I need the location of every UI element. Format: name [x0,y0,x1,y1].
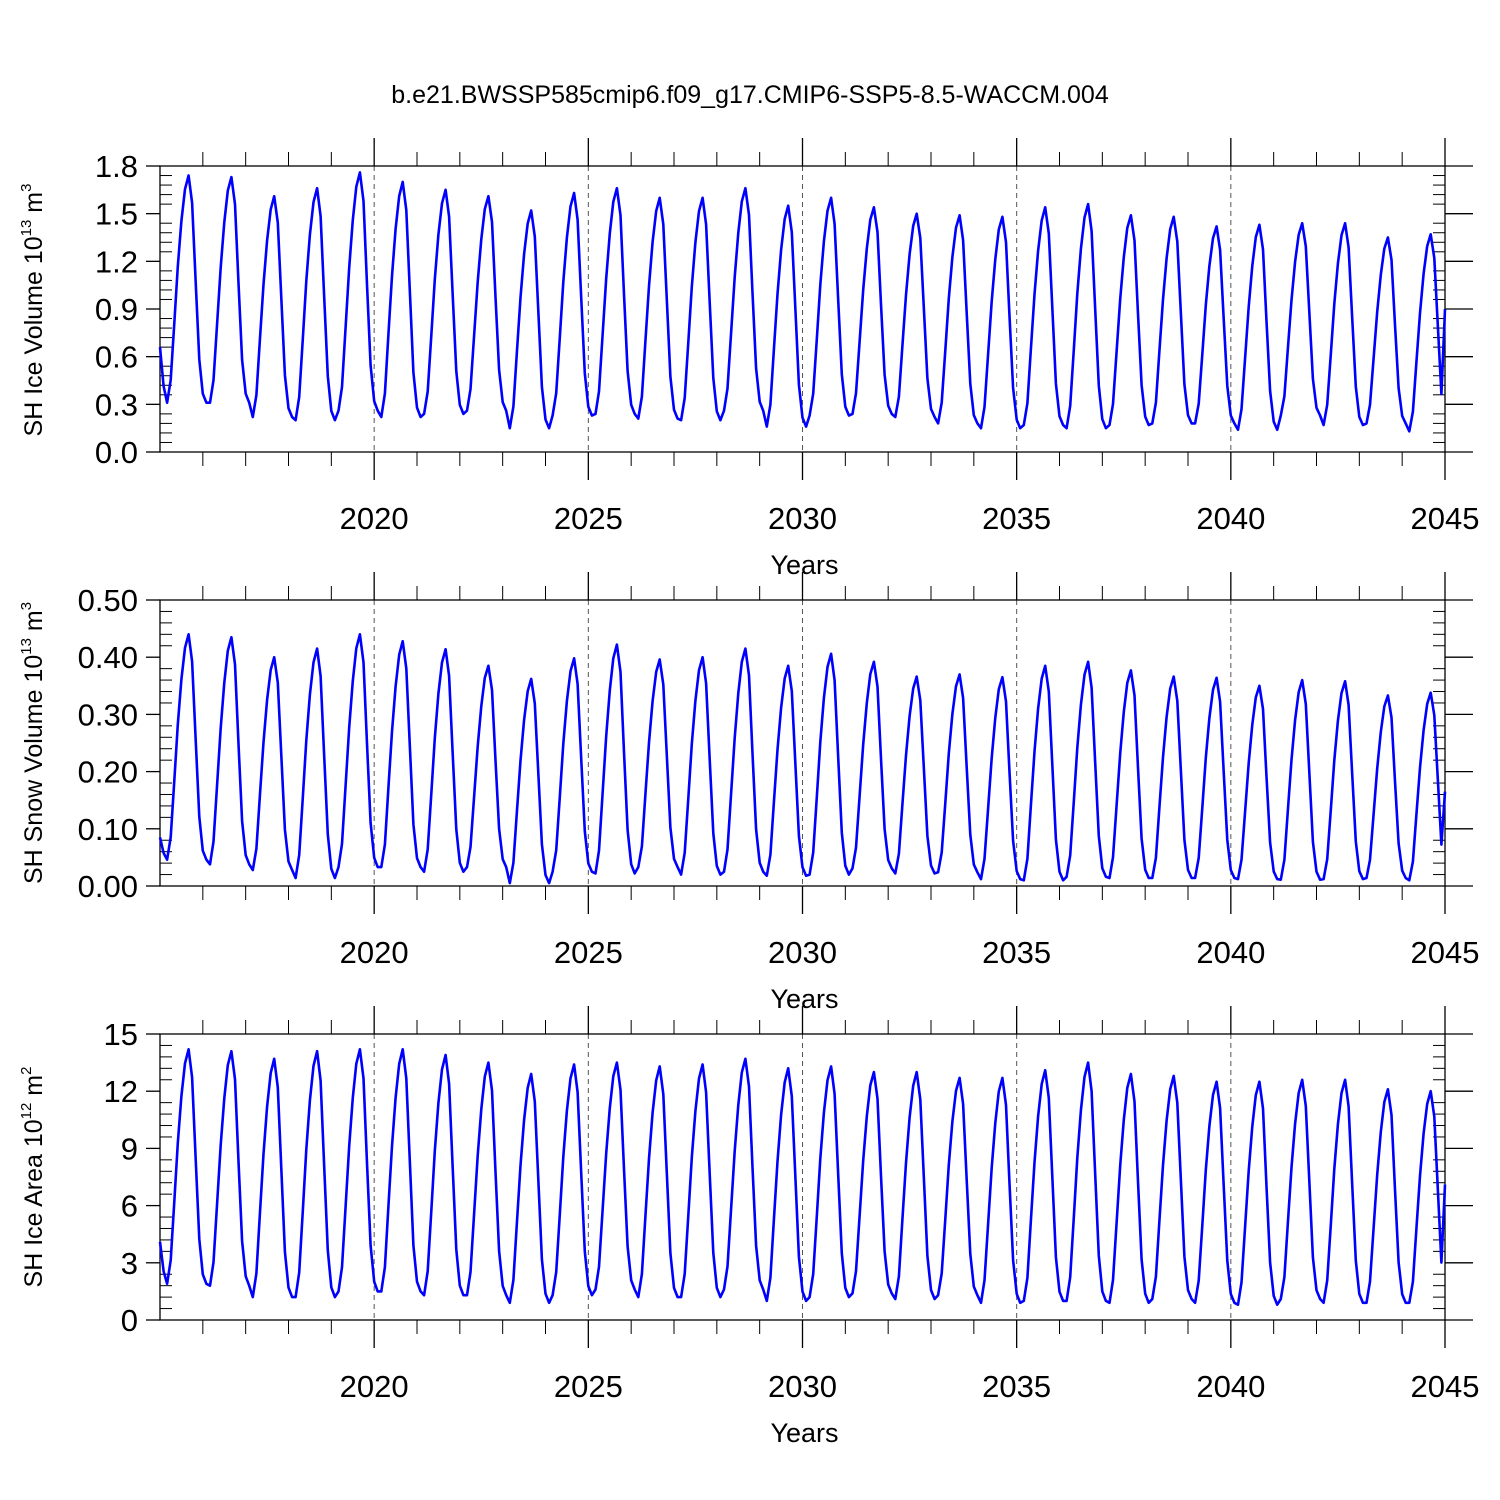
y-tick-label: 12 [104,1074,138,1109]
x-tick-label: 2035 [982,1369,1051,1404]
series-line [158,633,1447,885]
x-tick-label: 2045 [1411,1369,1480,1404]
x-tick-label: 2020 [340,501,409,536]
x-axis-label: Years [770,1418,838,1448]
y-tick-label: 0.0 [95,435,138,470]
x-tick-label: 2035 [982,935,1051,970]
x-tick-label: 2025 [554,501,623,536]
y-axis-label: SH Ice Area 1012 m2 [18,1067,48,1288]
x-tick-label: 2035 [982,501,1051,536]
x-tick-label: 2045 [1411,501,1480,536]
panel-ice-volume: 0.0 0.3 0.6 0.9 1.2 1.5 1.8 2020 2025 2030 2035 204… [18,138,1479,580]
y-tick-label: 0.50 [78,583,138,618]
y-tick-label: 1.8 [95,149,138,184]
y-tick-label: 3 [121,1246,138,1281]
series-line [158,1048,1447,1306]
x-tick-label: 2025 [554,935,623,970]
x-tick-label: 2030 [768,935,837,970]
x-tick-label: 2040 [1196,1369,1265,1404]
x-tick-label: 2020 [340,935,409,970]
y-tick-label: 15 [104,1017,138,1052]
y-tick-label: 0.40 [78,640,138,675]
x-tick-label: 2045 [1411,935,1480,970]
y-axis-label: SH Snow Volume 1013 m3 [18,602,48,884]
y-tick-label: 6 [121,1189,138,1224]
figure-title: b.e21.BWSSP585cmip6.f09_g17.CMIP6-SSP5-8… [391,81,1109,109]
panel-ice-area: 0 3 6 9 12 15 2020 2025 2030 2035 2040 2045 Years SH … [18,1006,1479,1448]
y-tick-label: 0.20 [78,755,138,790]
panel-snow-volume: 0.00 0.10 0.20 0.30 0.40 0.50 2020 2025 2030 2035… [18,572,1479,1014]
x-axis-label: Years [770,550,838,580]
y-tick-label: 0.30 [78,697,138,732]
x-tick-label: 2020 [340,1369,409,1404]
y-tick-label: 0.6 [95,340,138,375]
y-tick-label: 0 [121,1303,138,1338]
y-tick-label: 0.9 [95,292,138,327]
y-tick-label: 1.2 [95,244,138,279]
x-tick-label: 2030 [768,501,837,536]
x-tick-label: 2030 [768,1369,837,1404]
y-tick-label: 0.00 [78,869,138,904]
y-tick-label: 0.10 [78,812,138,847]
y-tick-label: 0.3 [95,387,138,422]
series-line [158,171,1447,433]
x-tick-label: 2040 [1196,935,1265,970]
x-tick-label: 2025 [554,1369,623,1404]
y-tick-label: 9 [121,1131,138,1166]
x-axis-label: Years [770,984,838,1014]
y-tick-label: 1.5 [95,197,138,232]
x-tick-label: 2040 [1196,501,1265,536]
y-axis-label: SH Ice Volume 1013 m3 [18,184,48,437]
